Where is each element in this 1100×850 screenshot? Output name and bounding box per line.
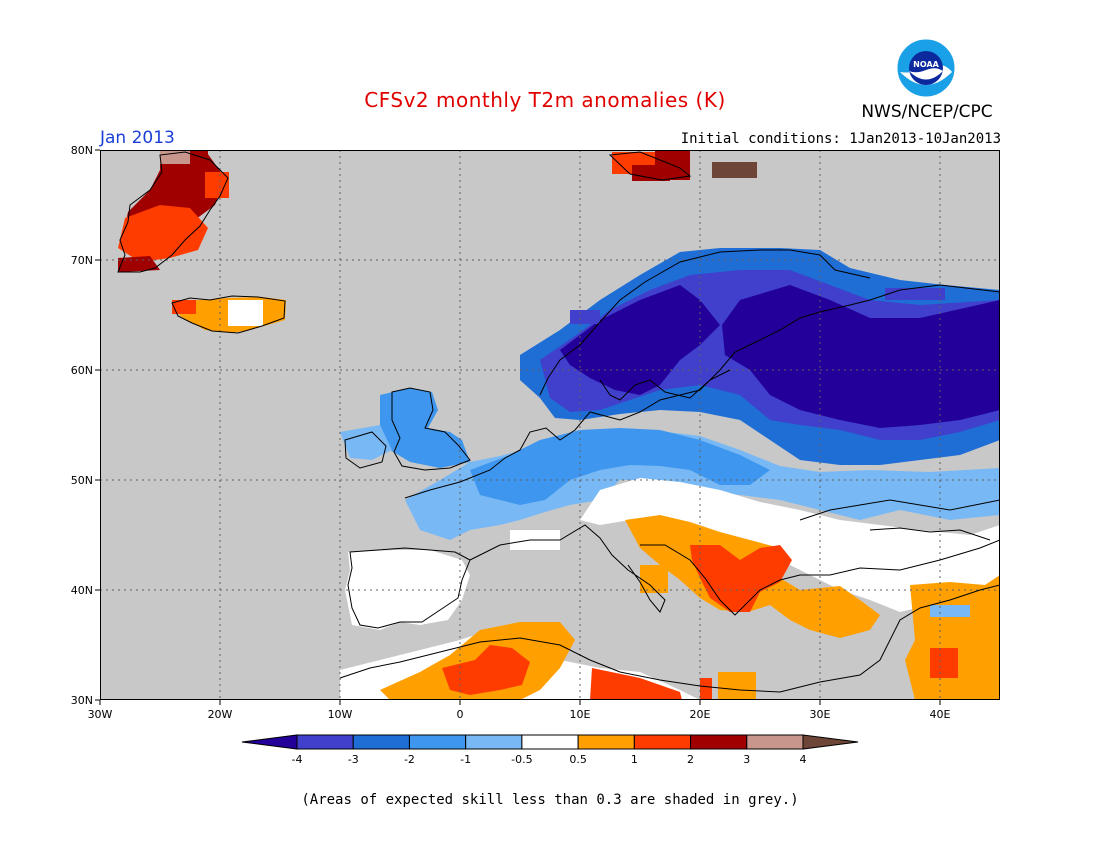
svalbard-coast <box>608 151 692 181</box>
lon-tick-label: 0 <box>457 708 464 721</box>
mediterranean-north-coast <box>469 524 666 613</box>
colorbar-max-arrow <box>802 734 859 750</box>
iberia-coast <box>347 547 471 629</box>
organization-label: NWS/NCEP/CPC <box>861 102 993 122</box>
map-background <box>100 150 1000 700</box>
initial-conditions-label: Initial conditions: 1Jan2013-10Jan2013 <box>680 131 1001 147</box>
uk-coast <box>391 387 471 471</box>
north-africa-coast <box>339 584 1000 693</box>
north-africa-neutral <box>340 630 700 700</box>
iberia-neutral <box>345 550 470 630</box>
colorbar-label: -4 <box>292 753 303 766</box>
scandinavia-russia-anomaly <box>520 248 1000 465</box>
colorbar-swatch <box>521 734 579 750</box>
lon-tick-label: 40E <box>930 708 951 721</box>
map-frame <box>100 150 1000 700</box>
iceland-anomaly <box>172 297 286 333</box>
lon-tick-label: 30E <box>810 708 831 721</box>
chart-title: CFSv2 monthly T2m anomalies (K) <box>364 88 726 112</box>
greenland-coast <box>117 151 229 273</box>
colorbar-label: 1 <box>631 753 638 766</box>
colorbar-swatch <box>746 734 804 750</box>
balkans-anomaly <box>580 478 1000 700</box>
lat-tick-label: 80N <box>71 144 93 157</box>
lat-tick-label: 50N <box>71 474 93 487</box>
lat-tick-label: 60N <box>71 364 93 377</box>
lon-tick-label: 20W <box>208 708 233 721</box>
colorbar-label: 4 <box>800 753 807 766</box>
lon-tick-label: 20E <box>690 708 711 721</box>
colorbar-swatch <box>633 734 692 750</box>
colorbar-label: 3 <box>743 753 750 766</box>
logo-text: NOAA <box>913 60 939 69</box>
colorbar-label: -3 <box>348 753 359 766</box>
colorbar-label: -2 <box>404 753 415 766</box>
coastlines <box>117 151 1000 693</box>
noaa-logo-icon: NOAA <box>896 38 956 98</box>
colorbar-label: 2 <box>687 753 694 766</box>
colorbar-swatch <box>408 734 467 750</box>
map-grid <box>100 150 1000 700</box>
colorbar-min-arrow <box>241 734 298 750</box>
colorbar: -4 -3 -2 -1 -0.5 0.5 1 2 3 4 <box>241 734 859 766</box>
svalbard-anomaly <box>612 150 757 181</box>
month-label: Jan 2013 <box>100 128 175 148</box>
north-africa-anomaly <box>380 622 756 700</box>
lat-tick-label: 30N <box>71 694 93 707</box>
lon-tick-label: 10W <box>328 708 353 721</box>
baltic-coast <box>599 369 731 401</box>
lon-tick-label: 30W <box>88 708 113 721</box>
lat-tick-label: 70N <box>71 254 93 267</box>
adriatic-coast <box>640 539 1000 616</box>
colorbar-swatch <box>465 734 523 750</box>
black-sea-coast <box>799 499 1000 541</box>
colorbar-label: -1 <box>460 753 471 766</box>
colorbar-label: -0.5 <box>511 753 532 766</box>
colorbar-swatch <box>352 734 410 750</box>
colorbar-label: 0.5 <box>569 753 587 766</box>
lat-tick-label: 40N <box>71 584 93 597</box>
lon-tick-label: 10E <box>570 708 591 721</box>
colorbar-swatch <box>577 734 635 750</box>
central-europe-anomaly <box>340 388 1000 540</box>
greenland-anomaly <box>118 150 229 272</box>
europe-coast <box>404 284 1000 499</box>
ireland-coast <box>344 431 387 469</box>
colorbar-swatch <box>690 734 748 750</box>
colorbar-swatch <box>296 734 354 750</box>
north-sea-neutral <box>510 530 560 550</box>
balkans-neutral <box>410 570 422 584</box>
iceland-coast <box>171 295 286 334</box>
scandinavia-coast <box>539 249 871 396</box>
skill-footnote: (Areas of expected skill less than 0.3 a… <box>301 792 799 808</box>
